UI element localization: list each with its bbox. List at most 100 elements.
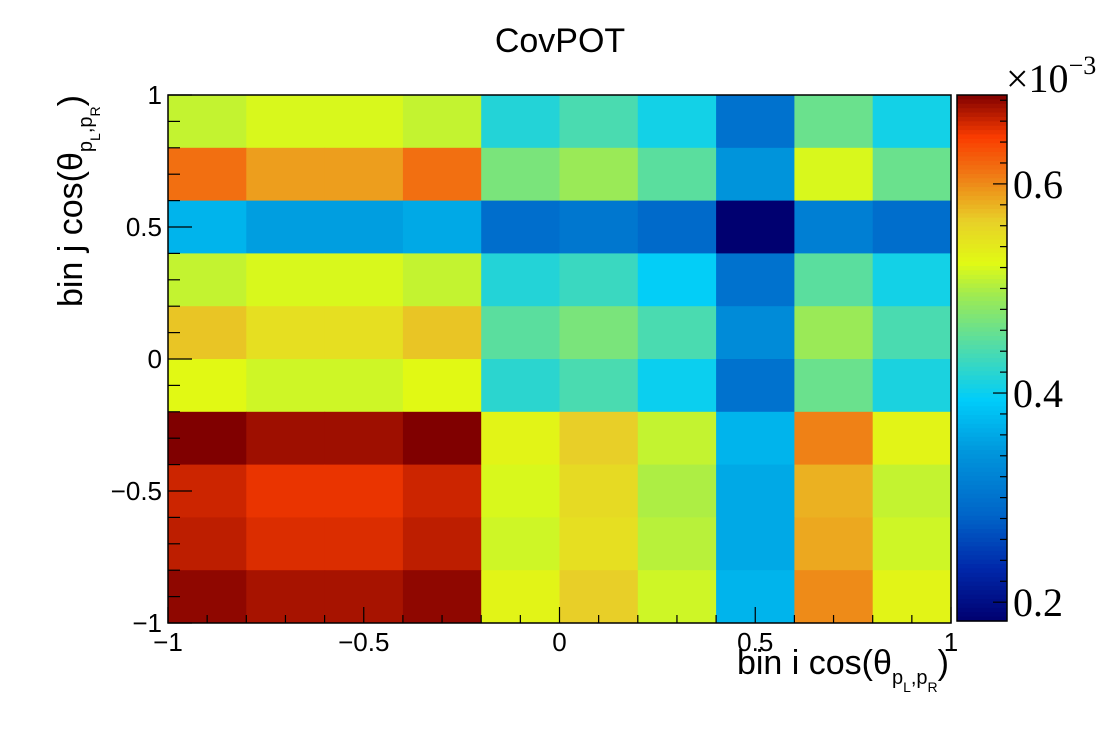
heatmap-cell — [794, 306, 874, 360]
z-tick-label: 0.2 — [1013, 580, 1063, 625]
color-scale-segment — [957, 450, 1007, 456]
color-scale-segment — [957, 95, 1007, 100]
heatmap-cell — [559, 464, 639, 518]
color-scale-segment — [957, 493, 1007, 499]
color-scale-segment — [957, 397, 1007, 403]
heatmap-cell — [168, 411, 247, 466]
x-label-sub2-index: R — [928, 679, 938, 695]
x-tick-label: −1 — [153, 627, 183, 657]
color-scale-segment — [957, 121, 1007, 127]
heatmap-cell — [168, 253, 247, 307]
color-scale-segment — [957, 471, 1007, 477]
heatmap-cell — [716, 517, 795, 571]
heatmap-cell — [637, 570, 717, 624]
color-scale-segment — [957, 309, 1007, 315]
heatmap-cell — [794, 200, 874, 254]
color-scale-segment — [957, 217, 1007, 223]
color-scale-segment — [957, 441, 1007, 447]
color-scale-segment — [957, 358, 1007, 363]
color-scale-segment — [957, 388, 1007, 394]
color-scale-segment — [957, 151, 1007, 157]
color-scale-segment — [957, 537, 1007, 543]
heatmap-cell — [794, 570, 874, 624]
color-scale-segment — [957, 572, 1007, 578]
color-scale-segment — [957, 489, 1007, 495]
heatmap-cell — [794, 253, 874, 307]
color-scale-segment — [957, 616, 1007, 622]
color-scale-segment — [957, 279, 1007, 285]
color-scale-segment — [957, 603, 1007, 609]
color-scale-segment — [957, 533, 1007, 539]
heatmap-cell — [872, 517, 952, 571]
heatmap-cell — [872, 200, 952, 254]
color-scale-segment — [957, 125, 1007, 131]
color-scale-segment — [957, 287, 1007, 293]
color-scale-segment — [957, 454, 1007, 460]
color-scale-segment — [957, 423, 1007, 429]
heatmap-cell — [559, 253, 639, 307]
color-scale-segment — [957, 498, 1007, 504]
heatmap-cell — [402, 253, 482, 307]
heatmap-cell — [637, 306, 717, 360]
heatmap-cell — [246, 306, 326, 360]
heatmap-cell — [324, 359, 404, 413]
heatmap-cell — [794, 95, 874, 149]
color-scale-segment — [957, 274, 1007, 280]
color-scale-segment — [957, 340, 1007, 346]
heatmap-cell — [716, 306, 795, 360]
heatmap-cell — [794, 517, 874, 571]
heatmap-cell — [716, 411, 795, 466]
y-label-prefix: bin j cos( — [52, 170, 90, 307]
color-scale-segment — [957, 590, 1007, 596]
color-scale-segment — [957, 502, 1007, 508]
color-scale-segment — [957, 283, 1007, 289]
heatmap-cell — [637, 464, 717, 518]
heatmap-cell — [168, 95, 247, 149]
heatmap-cell — [246, 147, 326, 202]
heatmap-cell — [402, 464, 482, 518]
heatmap-cell — [324, 95, 404, 149]
color-scale-segment — [957, 265, 1007, 271]
heatmap-cell — [481, 95, 560, 149]
color-scale-segment — [957, 204, 1007, 210]
heatmap-cell — [716, 359, 795, 413]
color-scale-segment — [957, 515, 1007, 521]
x-label-suffix: ) — [938, 644, 949, 682]
color-scale-segment — [957, 270, 1007, 276]
color-scale-segment — [957, 511, 1007, 517]
heatmap-cell — [324, 517, 404, 571]
color-scale-segment — [957, 200, 1007, 206]
heatmap-cell — [872, 253, 952, 307]
heatmap-cell — [481, 517, 560, 571]
y-label-theta: θ — [52, 152, 90, 171]
color-scale-segment — [957, 261, 1007, 267]
color-scale-segment — [957, 353, 1007, 359]
color-scale-segment — [957, 594, 1007, 600]
multiplier-exponent: −3 — [1069, 51, 1097, 80]
y-label-sub2: p — [75, 116, 97, 127]
heatmap-cell — [402, 147, 482, 202]
color-scale-segment — [957, 173, 1007, 179]
heatmap-cell — [872, 147, 952, 202]
color-scale-segment — [957, 414, 1007, 420]
heatmap-cell — [246, 411, 326, 466]
heatmap-cell — [637, 411, 717, 466]
z-tick-label: 0.4 — [1013, 371, 1063, 416]
color-scale-segment — [957, 195, 1007, 201]
color-scale-segment — [957, 371, 1007, 377]
color-scale-segment — [957, 318, 1007, 324]
heatmap-cell — [872, 359, 952, 413]
y-tick-label: −1 — [132, 608, 162, 638]
heatmap-cell — [246, 464, 326, 518]
heatmap-cell — [481, 464, 560, 518]
color-scale-segment — [957, 585, 1007, 591]
x-tick-label: 0.5 — [737, 627, 773, 657]
x-label-sep: , — [911, 667, 917, 689]
color-scale-segment — [957, 612, 1007, 618]
color-scale-segment — [957, 485, 1007, 491]
color-scale-segment — [957, 327, 1007, 333]
color-scale-segment — [957, 191, 1007, 197]
x-label-sub2: p — [916, 667, 927, 689]
x-tick-label: −0.5 — [338, 627, 389, 657]
